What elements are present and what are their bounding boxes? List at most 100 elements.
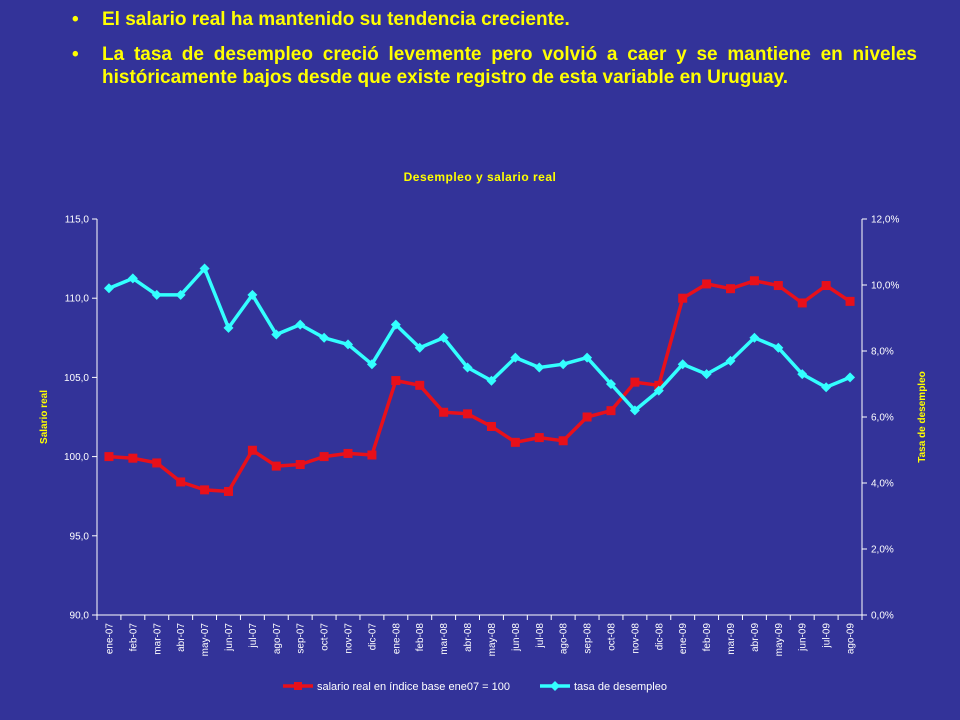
- y-tick-label: 100,0: [64, 452, 89, 463]
- data-point: [821, 281, 831, 291]
- data-point: [582, 352, 593, 363]
- data-point: [391, 376, 401, 386]
- x-tick-label: ago-08: [559, 623, 570, 655]
- data-point: [438, 332, 449, 343]
- y2-tick-label: 10,0%: [871, 281, 899, 292]
- x-tick-label: jun-08: [511, 623, 522, 652]
- data-point: [797, 369, 808, 380]
- data-point: [510, 437, 520, 447]
- legend-label: salario real en índice base ene07 = 100: [317, 681, 510, 693]
- data-point: [414, 342, 425, 353]
- data-point: [725, 355, 736, 366]
- series-line-1: [108, 266, 851, 413]
- y-ticks: 90,0 95,0 100,0 105,0 110,0 115,0: [64, 215, 97, 622]
- data-point: [486, 422, 496, 432]
- data-point: [295, 460, 305, 470]
- data-point: [127, 273, 138, 284]
- x-tick-label: jul-08: [535, 623, 546, 649]
- bullet-item: • El salario real ha mantenido su tenden…: [72, 8, 917, 31]
- x-tick-label: may-08: [487, 623, 498, 657]
- y-axis-label: Salario real: [39, 390, 50, 444]
- x-tick-label: feb-09: [702, 623, 713, 652]
- y2-tick-label: 2,0%: [871, 545, 894, 556]
- data-point: [534, 433, 544, 443]
- x-tick-label: dic-07: [367, 623, 378, 651]
- x-tick-label: jun-09: [798, 623, 809, 652]
- y-tick-label: 110,0: [65, 294, 90, 305]
- data-point: [295, 319, 306, 330]
- data-point: [223, 322, 234, 333]
- x-tick-label: feb-07: [128, 623, 139, 652]
- bullet-dot: •: [72, 9, 79, 30]
- y-tick-label: 115,0: [65, 215, 90, 226]
- legend: salario real en índice base ene07 = 100 t…: [283, 681, 667, 693]
- x-tick-label: ene-07: [104, 623, 115, 655]
- x-tick-label: jul-09: [822, 623, 833, 649]
- data-point: [390, 319, 401, 330]
- y2-tick-label: 4,0%: [871, 479, 894, 490]
- data-point: [773, 281, 783, 291]
- y-tick-label: 90,0: [70, 611, 90, 622]
- x-tick-label: mar-09: [726, 623, 737, 655]
- data-point: [629, 405, 640, 416]
- legend-marker: [550, 681, 560, 691]
- data-point: [582, 412, 592, 422]
- data-point: [366, 359, 377, 370]
- data-point: [199, 263, 210, 274]
- data-point: [223, 486, 233, 496]
- data-point: [558, 436, 568, 446]
- data-point: [128, 453, 138, 463]
- data-point: [797, 298, 807, 308]
- y-tick-label: 105,0: [64, 373, 89, 384]
- data-point: [103, 283, 114, 294]
- data-point: [630, 377, 640, 387]
- data-point: [271, 461, 281, 471]
- chart-title: Desempleo y salario real: [404, 170, 557, 184]
- data-point: [343, 448, 353, 458]
- x-tick-label: mar-07: [152, 623, 163, 655]
- data-point: [200, 485, 210, 495]
- data-point: [821, 382, 832, 393]
- x-tick-label: oct-07: [320, 623, 331, 651]
- data-point: [486, 375, 497, 386]
- data-point: [463, 409, 473, 419]
- data-point: [247, 289, 258, 300]
- x-tick-label: nov-08: [630, 623, 641, 654]
- data-point: [653, 385, 664, 396]
- data-point: [510, 352, 521, 363]
- legend-label: tasa de desempleo: [574, 681, 667, 693]
- x-tick-label: abr-07: [176, 623, 187, 652]
- data-point: [726, 284, 736, 294]
- data-point: [749, 276, 759, 286]
- plot-area: [103, 263, 856, 496]
- data-point: [845, 372, 856, 383]
- y2-tick-label: 0,0%: [871, 611, 894, 622]
- data-point: [534, 362, 545, 373]
- data-point: [654, 380, 664, 390]
- data-point: [367, 450, 377, 460]
- data-point: [773, 342, 784, 353]
- x-tick-label: abr-08: [463, 623, 474, 652]
- x-tick-label: may-09: [774, 623, 785, 657]
- data-point: [104, 452, 114, 462]
- x-tick-label: ago-09: [846, 623, 857, 655]
- x-tick-label: dic-08: [654, 623, 665, 651]
- data-point: [462, 362, 473, 373]
- data-point: [319, 332, 330, 343]
- data-point: [176, 477, 186, 487]
- x-tick-label: jun-07: [224, 623, 235, 652]
- y2-tick-label: 8,0%: [871, 347, 894, 358]
- data-point: [677, 359, 688, 370]
- x-tick-label: may-07: [200, 623, 211, 657]
- x-ticks: ene-07 feb-07 mar-07 abr-07 may-07 jun-07 jul-…: [96, 615, 863, 657]
- x-tick-label: abr-09: [750, 623, 761, 652]
- bullet-text: La tasa de desempleo creció levemente pe…: [102, 44, 917, 88]
- data-point: [605, 379, 616, 389]
- bullet-dot: •: [72, 44, 79, 65]
- y2-axis-label: Tasa de desempleo: [917, 371, 928, 463]
- series-line-0: [108, 279, 851, 494]
- data-point: [175, 289, 186, 300]
- x-tick-label: sep-08: [583, 623, 594, 654]
- data-point: [749, 332, 760, 343]
